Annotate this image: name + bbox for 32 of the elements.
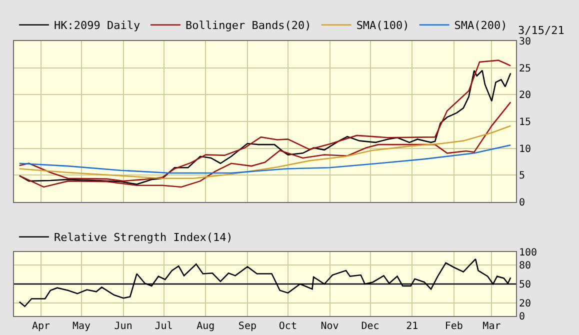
- x-tick-label: Nov: [320, 321, 339, 332]
- legend-label: HK:2099 Daily: [54, 19, 140, 32]
- y-tick-label: 100: [519, 248, 538, 258]
- y-tick-label: 30: [519, 36, 532, 48]
- y-tick-label: 50: [519, 280, 532, 290]
- y-tick-label: 10: [519, 144, 532, 155]
- x-tick-label: Mar: [482, 321, 501, 332]
- x-tick-label: 21: [406, 321, 418, 332]
- y-tick-label: 20: [519, 298, 532, 310]
- x-tick-label: Jun: [114, 321, 132, 332]
- text: 3/15/21: [518, 24, 564, 37]
- y-tick-label: 15: [519, 117, 532, 128]
- legend-label: Relative Strength Index(14): [54, 231, 233, 244]
- x-tick-label: May: [72, 321, 90, 332]
- y-tick-label: 5: [519, 170, 526, 182]
- x-tick-label: Oct: [278, 321, 297, 332]
- legend-label: SMA(200): [454, 19, 508, 32]
- x-tick-label: Sep: [238, 321, 256, 332]
- y-tick-label: 80: [519, 260, 532, 272]
- line-series: [18, 144, 512, 174]
- y-tick-label: 0: [519, 198, 526, 208]
- legend-label: Bollinger Bands(20): [185, 19, 312, 32]
- x-tick-label: Dec: [361, 321, 380, 332]
- x-tick-label: Jul: [154, 321, 173, 332]
- x-tick-label: Feb: [444, 321, 463, 332]
- legend-label: SMA(100): [356, 19, 410, 32]
- y-tick-label: 25: [519, 63, 532, 74]
- x-tick-label: Apr: [32, 321, 50, 332]
- y-tick-label: 0: [519, 312, 526, 322]
- x-tick-label: Aug: [196, 321, 215, 332]
- line-series: [18, 125, 512, 180]
- y-tick-label: 20: [519, 90, 532, 102]
